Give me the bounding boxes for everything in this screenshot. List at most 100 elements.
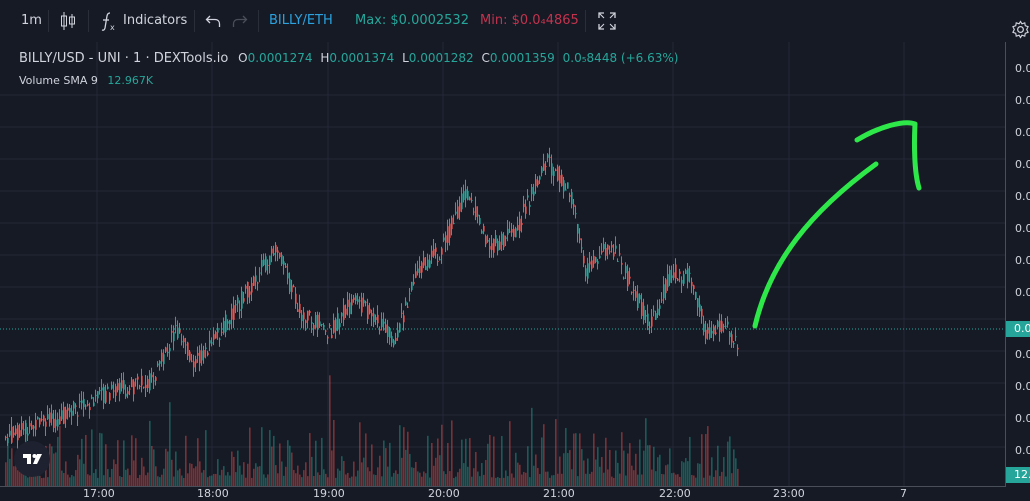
candle-body (319, 321, 321, 327)
candle-body (59, 416, 61, 425)
undo-icon[interactable] (205, 13, 221, 29)
volume-sma-label[interactable]: Volume SMA 9 (19, 74, 98, 87)
volume-bar (687, 461, 689, 486)
volume-bar (187, 473, 189, 486)
volume-bar (371, 444, 373, 486)
candle-body (145, 384, 147, 389)
volume-bar (81, 438, 83, 486)
candle-body (29, 423, 31, 427)
volume-bar (215, 473, 217, 486)
candle-body (285, 266, 287, 268)
candle-body (487, 240, 489, 242)
candle-body (63, 406, 65, 424)
volume-bar (85, 435, 87, 486)
volume-bar (227, 472, 229, 486)
volume-bar (321, 437, 323, 486)
price-chart[interactable] (0, 42, 1005, 486)
chart-pane[interactable]: BILLY/USD - UNI · 1 · DEXTools.io O0.000… (0, 42, 1030, 501)
indicators-button[interactable]: Indicators (123, 13, 188, 28)
candle-body (453, 223, 455, 225)
current-price-badge: 0.0 (1006, 321, 1030, 337)
price-axis[interactable]: 0.0 0.0 0.0 0.0 0.0 0.0 0.0 0.0 0.0 0.0 … (1005, 42, 1030, 487)
candle-body (273, 253, 275, 256)
candle-body (351, 299, 353, 306)
volume-bar (97, 477, 99, 486)
volume-bar (617, 462, 619, 486)
volume-bar (281, 461, 283, 486)
volume-bar (275, 465, 277, 486)
candle-body (177, 327, 179, 339)
function-icon[interactable]: x (99, 10, 117, 32)
pair-button[interactable]: BILLY/ETH (269, 13, 333, 28)
volume-bar (91, 429, 93, 486)
volume-bar (165, 448, 167, 486)
candle-body (47, 414, 49, 420)
candle-body (57, 419, 59, 427)
interval-button[interactable]: 1m (21, 13, 42, 28)
candle-body (555, 169, 557, 171)
candlestick-icon[interactable] (60, 11, 76, 31)
fullscreen-icon[interactable] (598, 12, 616, 30)
volume-bar (539, 474, 541, 486)
candle-body (609, 251, 611, 253)
price-tick: 0.0 (1015, 412, 1030, 425)
time-axis[interactable]: 17:00 18:00 19:00 20:00 21:00 22:00 23:0… (0, 486, 1005, 501)
candle-body (147, 379, 149, 389)
candle-body (315, 314, 317, 328)
volume-bar (547, 471, 549, 486)
volume-bar (289, 445, 291, 486)
volume-bar (449, 471, 451, 486)
volume-bar (421, 476, 423, 486)
candle-body (677, 278, 679, 281)
candle-body (251, 283, 253, 293)
candle-body (477, 214, 479, 217)
volume-bar (211, 475, 213, 486)
tradingview-logo-icon[interactable] (14, 441, 50, 477)
candle-body (551, 163, 553, 176)
candle-body (571, 192, 573, 205)
candle-body (713, 326, 715, 335)
volume-bar (325, 473, 327, 486)
symbol-title[interactable]: BILLY/USD - UNI · 1 · DEXTools.io (19, 51, 229, 66)
volume-bar (425, 473, 427, 486)
candle-body (473, 211, 475, 213)
candle-body (689, 272, 691, 274)
candle-body (463, 191, 465, 201)
volume-bar (263, 474, 265, 486)
redo-icon[interactable] (232, 13, 248, 29)
candle-body (495, 235, 497, 244)
candle-body (301, 314, 303, 322)
volume-bar (543, 424, 545, 486)
volume-bar (665, 465, 667, 486)
price-tick: 0.0 (1015, 380, 1030, 393)
candle-body (545, 166, 547, 168)
volume-bar (99, 432, 101, 486)
candle-body (559, 175, 561, 184)
candle-body (173, 332, 175, 342)
candle-body (591, 260, 593, 269)
volume-bar (587, 458, 589, 486)
volume-bar (601, 457, 603, 486)
volume-bar (75, 470, 77, 486)
volume-bar (507, 476, 509, 486)
volume-bar (501, 435, 503, 486)
settings-gear-icon[interactable] (1011, 20, 1030, 39)
svg-text:x: x (110, 23, 115, 32)
volume-bar (385, 448, 387, 486)
volume-bar (127, 468, 129, 486)
volume-bar (407, 431, 409, 486)
candle-body (695, 291, 697, 299)
candle-body (377, 314, 379, 324)
candle-body (561, 174, 563, 186)
candle-body (271, 248, 273, 254)
toolbar-divider (585, 10, 586, 32)
candle-body (179, 329, 181, 333)
volume-bar (427, 435, 429, 486)
volume-bar (265, 477, 267, 486)
volume-bar (599, 466, 601, 486)
volume-bar (109, 477, 111, 486)
volume-bar (467, 466, 469, 486)
volume-bar (291, 452, 293, 486)
volume-bar (551, 475, 553, 486)
candle-body (399, 323, 401, 333)
